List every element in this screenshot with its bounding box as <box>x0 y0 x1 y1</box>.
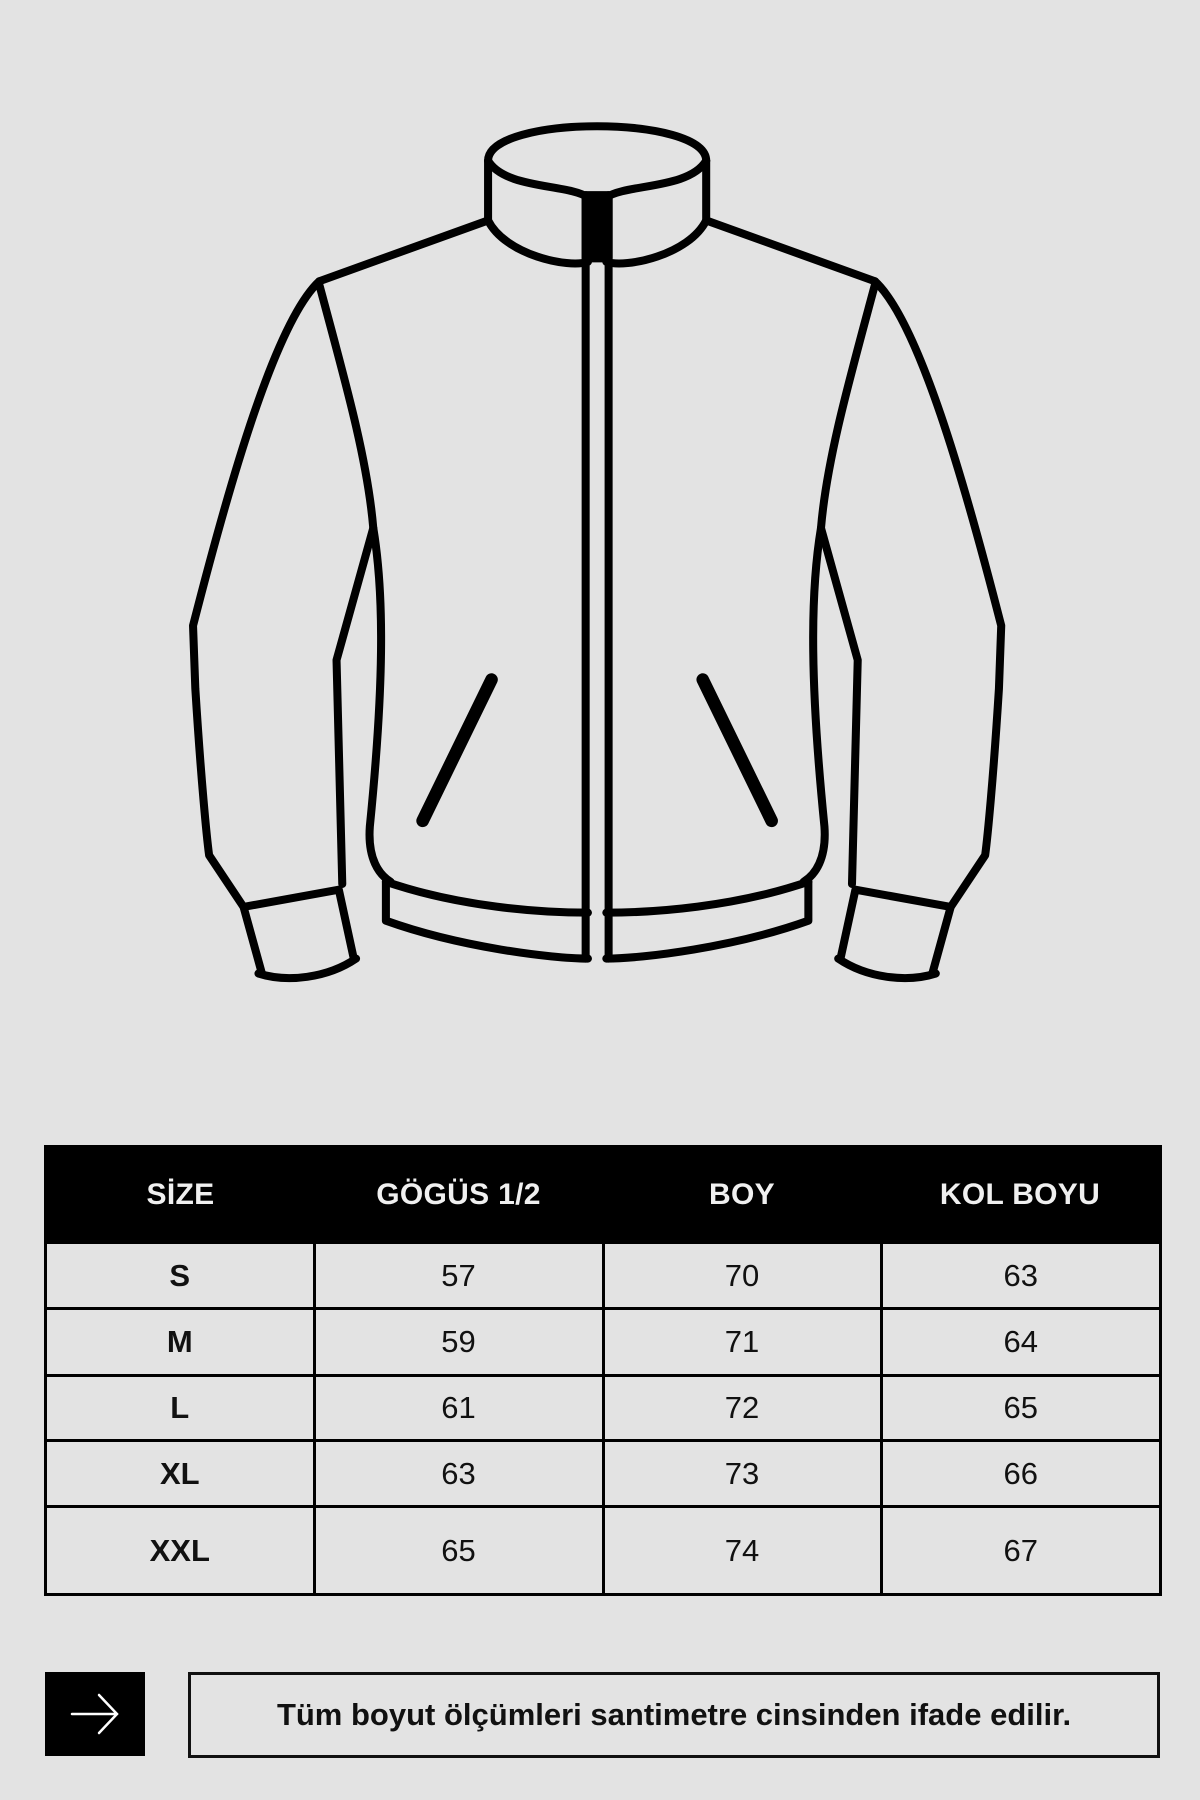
sleeve-cell: 65 <box>879 1374 1162 1442</box>
jacket-outline-icon <box>0 122 1200 1148</box>
length-cell: 72 <box>601 1374 883 1442</box>
sleeve-cell: 67 <box>879 1505 1162 1596</box>
header-chest: GÖGÜS 1/2 <box>314 1146 603 1243</box>
chest-cell: 57 <box>312 1241 605 1310</box>
table-row: L 61 72 65 <box>44 1374 1162 1442</box>
header-sleeve: KOL BOYU <box>881 1146 1161 1243</box>
size-cell: XXL <box>44 1505 316 1596</box>
table-header-row: SİZE GÖGÜS 1/2 BOY KOL BOYU <box>45 1146 1161 1243</box>
size-cell: L <box>44 1374 316 1442</box>
table-row: S 57 70 63 <box>44 1241 1162 1310</box>
arrow-right-icon <box>70 1693 119 1735</box>
length-cell: 74 <box>601 1505 883 1596</box>
table-row: XXL 65 74 67 <box>44 1505 1162 1596</box>
chest-cell: 65 <box>312 1505 605 1596</box>
chest-cell: 61 <box>312 1374 605 1442</box>
size-cell: S <box>44 1241 316 1310</box>
length-cell: 70 <box>601 1241 883 1310</box>
sleeve-cell: 64 <box>879 1307 1162 1377</box>
header-size: SİZE <box>45 1146 314 1243</box>
table-row: XL 63 73 66 <box>44 1439 1162 1508</box>
arrow-box <box>45 1672 145 1756</box>
chest-cell: 63 <box>312 1439 605 1508</box>
sleeve-cell: 63 <box>879 1241 1162 1310</box>
note-text: Tüm boyut ölçümleri santimetre cinsinden… <box>276 1697 1072 1732</box>
table-row: M 59 71 64 <box>44 1307 1162 1377</box>
header-length: BOY <box>603 1146 881 1243</box>
size-table: SİZE GÖGÜS 1/2 BOY KOL BOYU S 57 70 63 M… <box>44 1145 1162 1596</box>
sleeve-cell: 66 <box>879 1439 1162 1508</box>
length-cell: 71 <box>601 1307 883 1377</box>
chest-cell: 59 <box>312 1307 605 1377</box>
length-cell: 73 <box>601 1439 883 1508</box>
measurement-note: Tüm boyut ölçümleri santimetre cinsinden… <box>188 1672 1160 1758</box>
size-cell: M <box>44 1307 316 1377</box>
size-cell: XL <box>44 1439 316 1508</box>
